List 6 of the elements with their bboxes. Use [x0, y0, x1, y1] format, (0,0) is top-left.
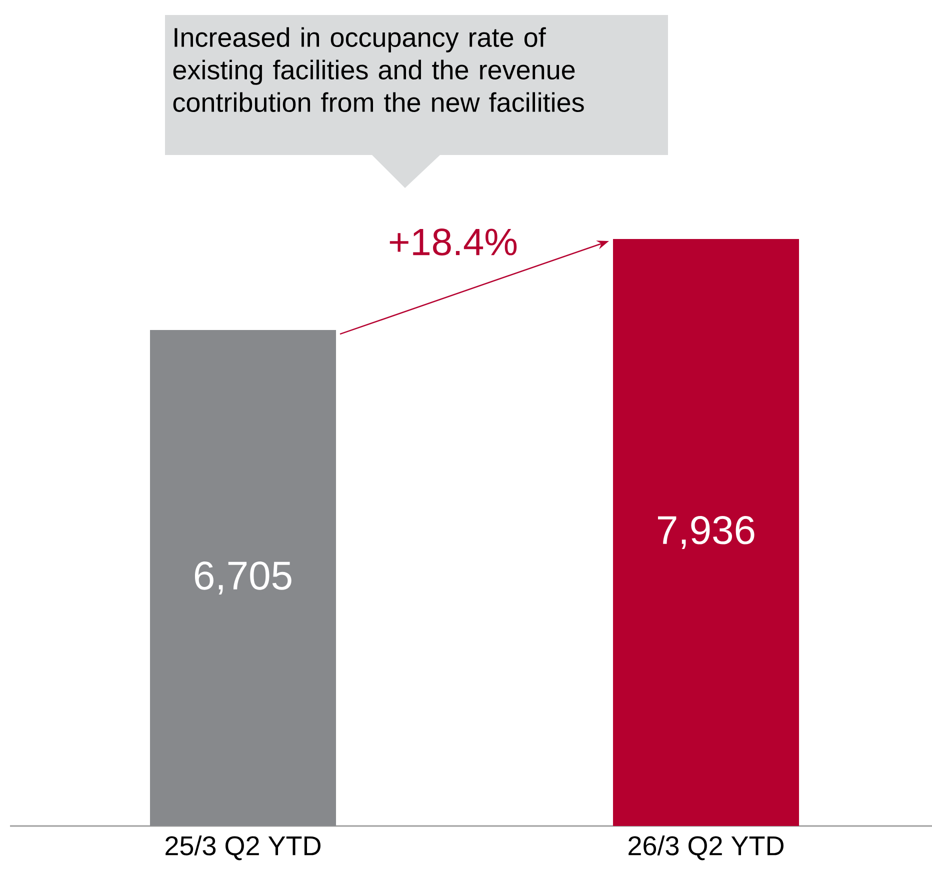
text: Increased in occupancy rate of existing facilities and the revenue contribution from the new facilities	[173, 27, 584, 112]
data-label: 6,705	[194, 562, 292, 595]
annotation: +18.4%	[390, 228, 517, 256]
x-tick-label: 25/3 Q2 YTD	[166, 836, 320, 860]
data-label: 7,936	[658, 516, 754, 550]
x-tick-label: 26/3 Q2 YTD	[628, 836, 784, 860]
